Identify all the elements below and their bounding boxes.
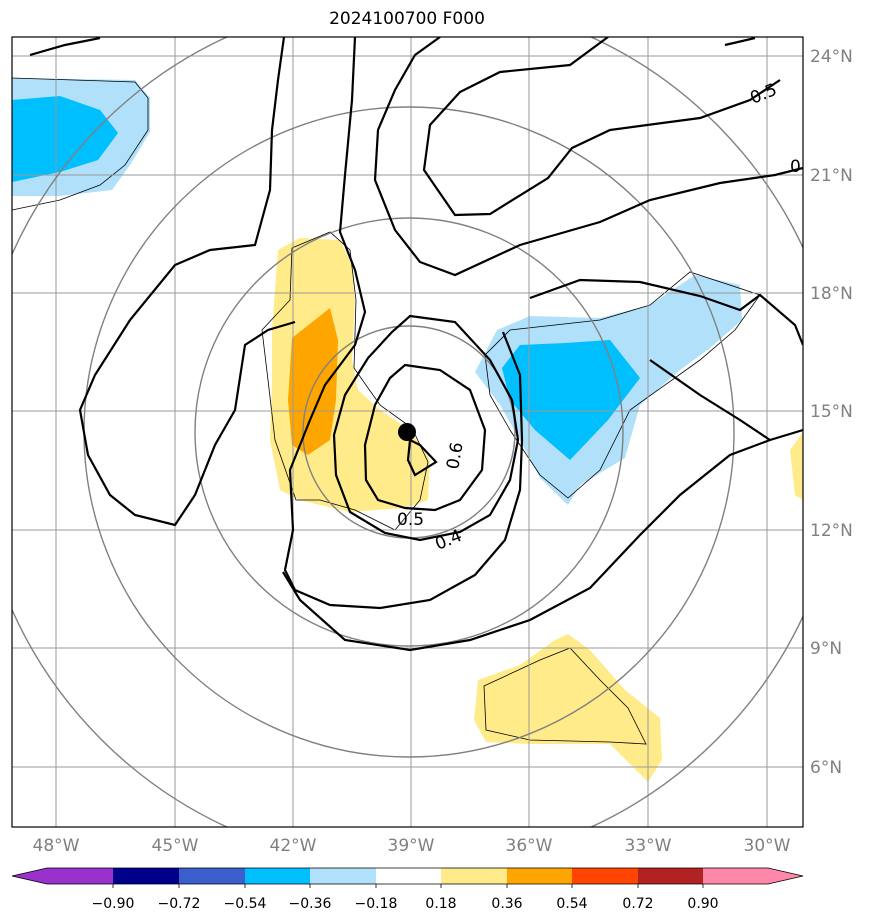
colorbar-ticks [112, 884, 704, 888]
lat-label-6n: 6°N [810, 758, 842, 778]
contour-outer-west [78, 37, 296, 527]
cb-tick-10: 0.90 [687, 896, 718, 912]
colorbar-bin-11 [703, 868, 768, 884]
contour-ne-0.5 [422, 37, 781, 217]
colorbar-bin-1 [47, 868, 113, 884]
shading-outlines [12, 77, 761, 745]
outline-west [261, 231, 429, 531]
colorbar-bin-2 [113, 868, 179, 884]
colorbar-bin-3 [179, 868, 245, 884]
colorbar-extend-left [12, 868, 47, 884]
lon-label-30w: 30°W [744, 836, 791, 856]
colorbar-bin-6 [376, 868, 441, 884]
colorbar-frame [11, 867, 804, 885]
range-ring-2 [194, 217, 624, 647]
contour-0.4 [283, 37, 803, 610]
shade-blue-nw [12, 96, 118, 182]
contour-nw-top [29, 37, 101, 57]
storm-center-marker [398, 423, 416, 441]
lat-label-15n: 15°N [810, 402, 853, 422]
cb-tick-5: −0.18 [355, 896, 398, 912]
lon-label-45w: 45°W [152, 836, 199, 856]
shade-yellow-east-edge [790, 432, 803, 500]
shade-blue-east [502, 340, 640, 460]
map-title: 2024100700 F000 [329, 9, 485, 29]
lon-label-42w: 42°W [270, 836, 317, 856]
outline-nw [12, 77, 149, 211]
lat-label-24n: 24°N [810, 47, 853, 67]
colorbar-bin-5 [310, 868, 376, 884]
lat-label-9n: 9°N [810, 639, 842, 659]
cb-tick-7: 0.36 [491, 896, 522, 912]
contour-ne-top [724, 37, 756, 47]
cb-tick-6: 0.18 [425, 896, 456, 912]
cb-tick-1: −0.90 [92, 896, 135, 912]
colorbar-extend-right [768, 868, 803, 884]
colorbar-tick-labels: −0.90 −0.72 −0.54 −0.36 −0.18 0.18 0.36 … [92, 896, 719, 912]
contour-inner [363, 363, 487, 512]
colorbar-bin-8 [507, 868, 572, 884]
cb-tick-3: −0.54 [224, 896, 267, 912]
shading-negative [12, 78, 742, 505]
contour-label-0.6: 0.6 [443, 441, 467, 471]
colorbar-bin-4 [245, 868, 310, 884]
contour-outer-north [373, 37, 803, 277]
cb-tick-4: −0.36 [289, 896, 332, 912]
contour-0.5 [332, 314, 520, 542]
cb-tick-8: 0.54 [556, 896, 587, 912]
lon-label-33w: 33°W [625, 836, 672, 856]
colorbar-bin-7 [441, 868, 507, 884]
colorbar-bin-10 [638, 868, 703, 884]
outline-south [483, 647, 647, 745]
shade-yellow-south [474, 634, 662, 782]
shading-positive [270, 238, 803, 782]
lon-label-36w: 36°W [506, 836, 553, 856]
contour-label-0.5-center: 0.5 [397, 510, 424, 530]
map-frame [11, 36, 804, 828]
lat-label-21n: 21°N [810, 166, 853, 186]
lon-label-48w: 48°W [33, 836, 80, 856]
longitude-labels: 48°W 45°W 42°W 39°W 36°W 33°W 30°W [33, 836, 791, 856]
contour-0.6 [406, 439, 438, 477]
lon-label-39w: 39°W [388, 836, 435, 856]
contour-label-0-ne: 0 [790, 157, 801, 177]
latitude-labels: 24°N 21°N 18°N 15°N 12°N 9°N 6°N [810, 47, 853, 778]
lat-label-18n: 18°N [810, 284, 853, 304]
contours [29, 37, 803, 652]
shade-orange-west [288, 308, 338, 455]
contour-east-arc [649, 359, 771, 441]
colorbar-bin-9 [572, 868, 638, 884]
cb-tick-2: −0.72 [158, 896, 201, 912]
colorbar: −0.90 −0.72 −0.54 −0.36 −0.18 0.18 0.36 … [11, 867, 804, 912]
map-area: 0.6 0.5 0.4 0.5 0 [12, 37, 803, 827]
contour-outer-south [282, 428, 803, 652]
cb-tick-9: 0.72 [622, 896, 653, 912]
outline-east [484, 271, 761, 499]
lat-label-12n: 12°N [810, 521, 853, 541]
